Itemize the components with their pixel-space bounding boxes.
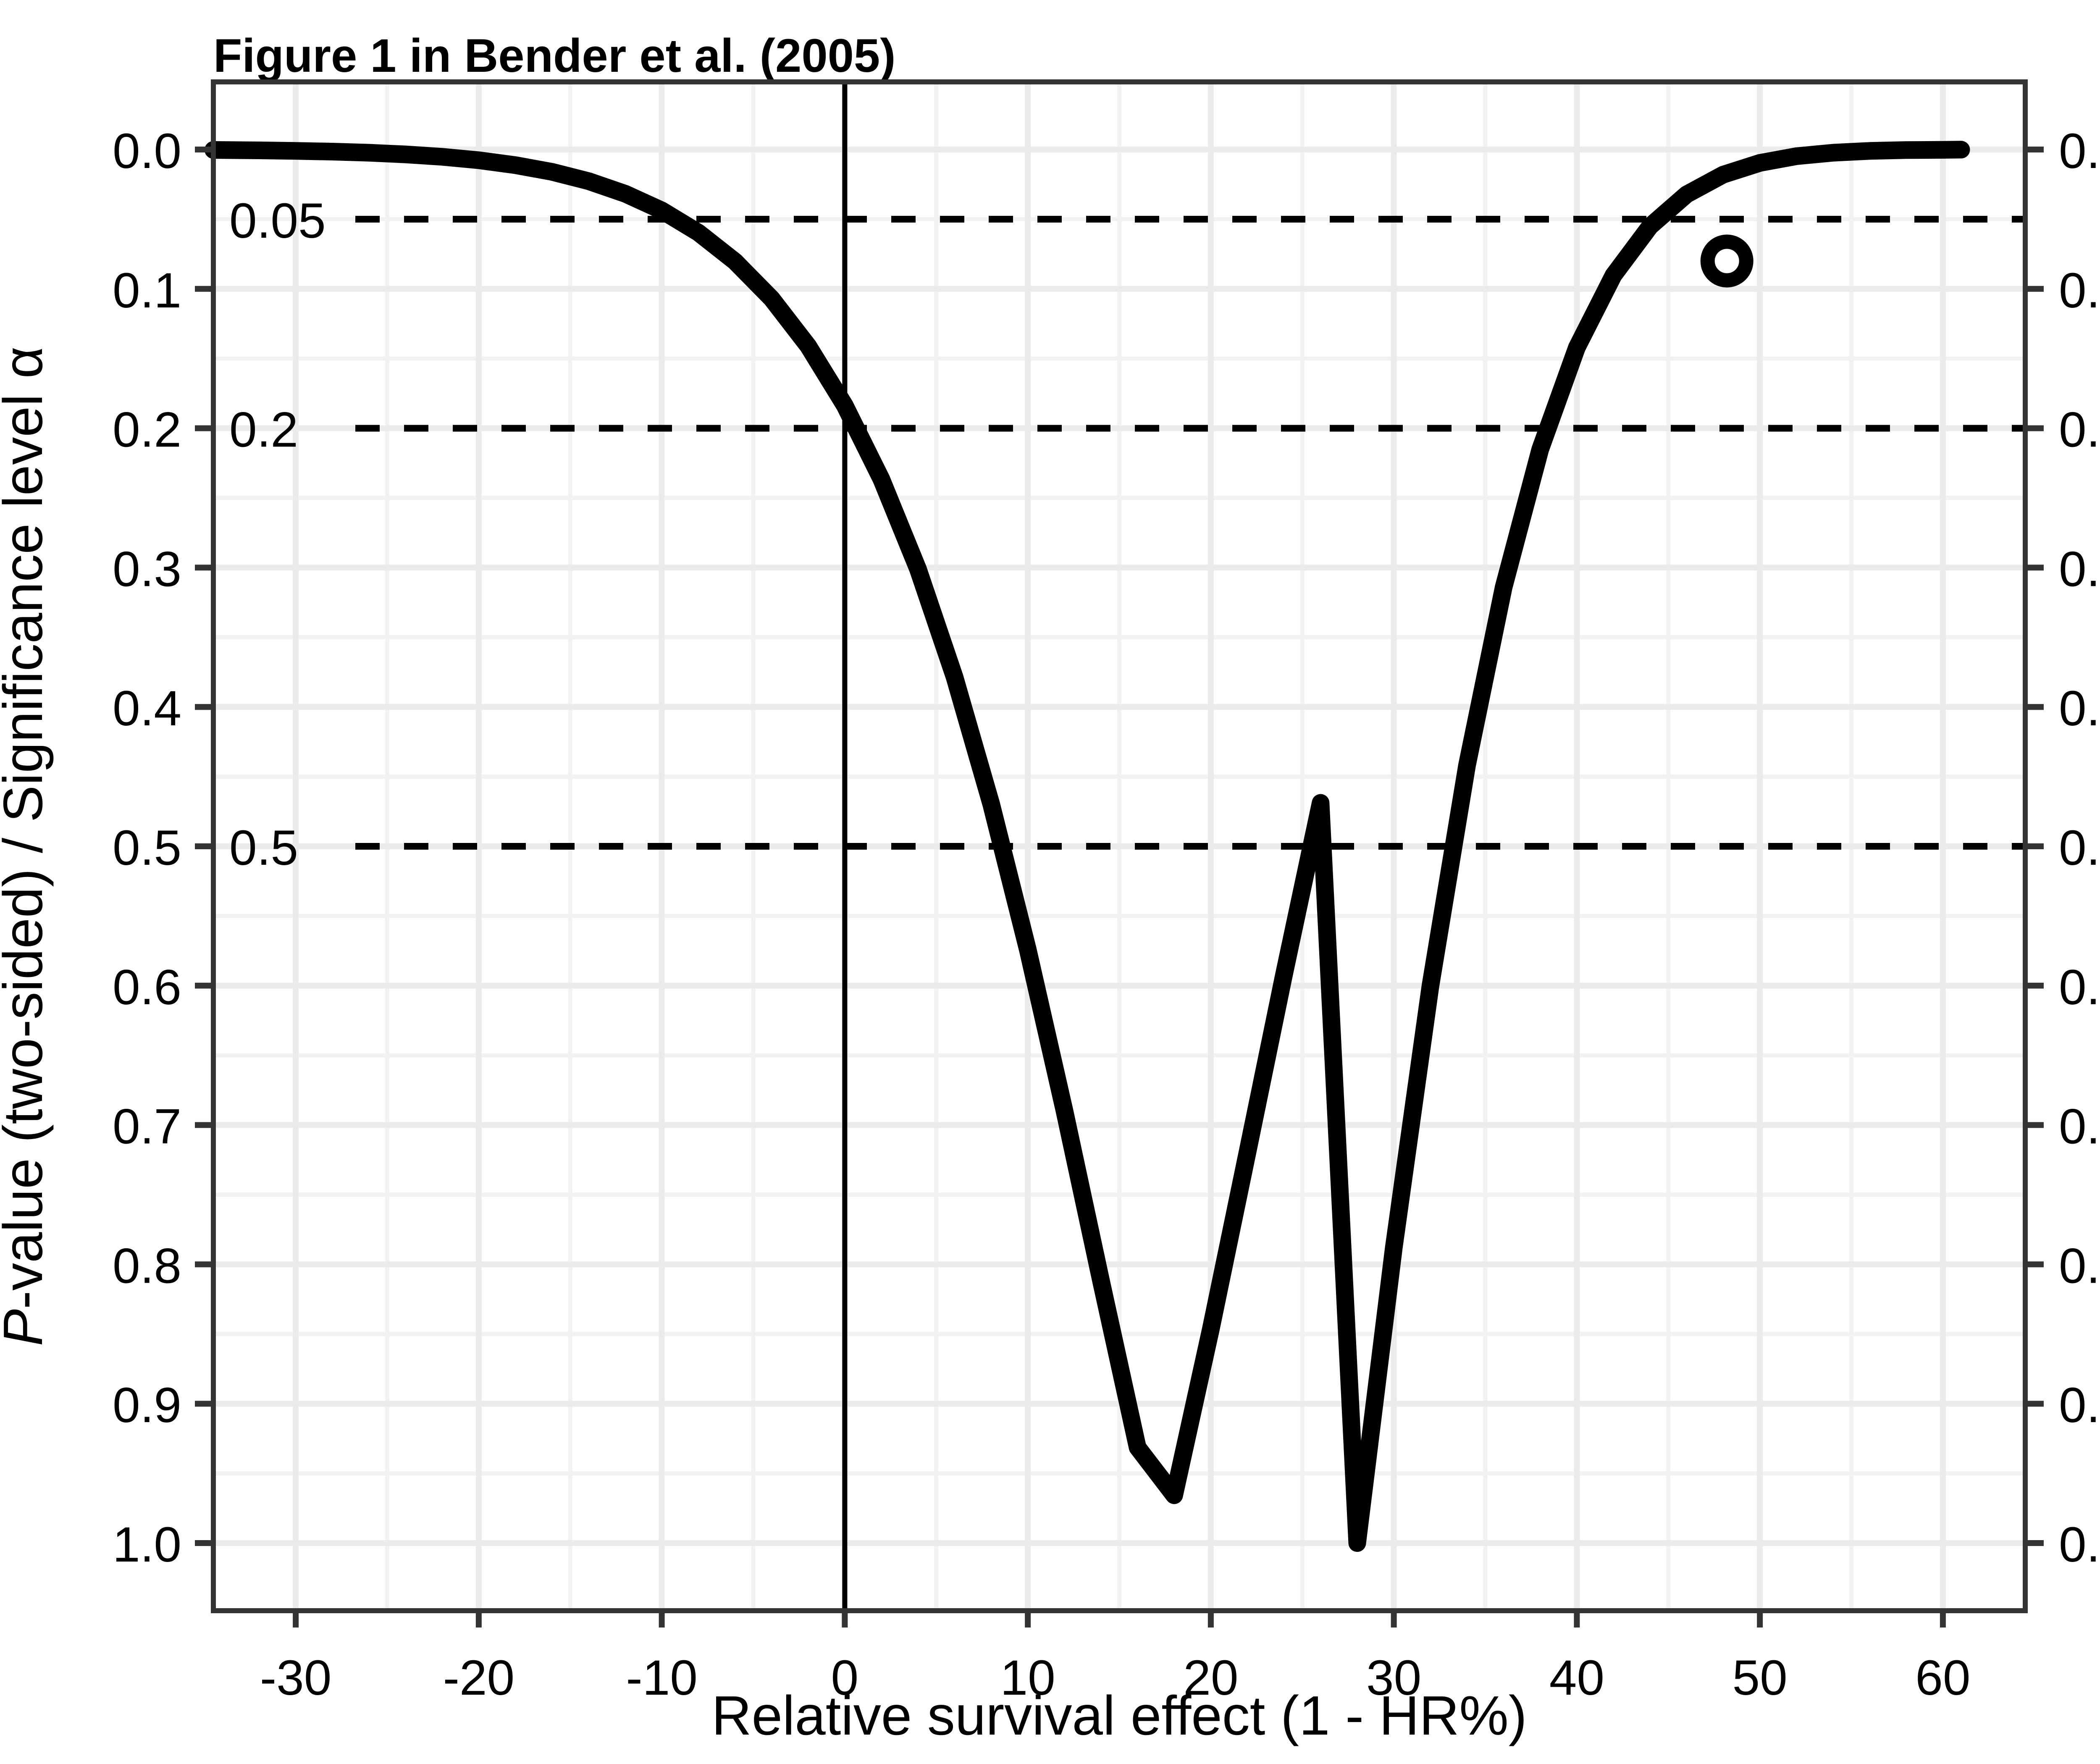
y-left-tick-label: 0.5 — [113, 820, 181, 876]
y-right-tick-label: 0.15 — [2059, 541, 2100, 597]
x-tick-label: -20 — [443, 1650, 515, 1706]
y-left-tick-label: 1.0 — [113, 1517, 181, 1572]
y-right-tick-label: 0.25 — [2059, 820, 2100, 876]
x-tick-label: 60 — [1915, 1650, 1970, 1706]
y-right-tick-label: 0.05 — [2059, 263, 2100, 318]
y-axis-left-ticks — [195, 147, 213, 1546]
y-right-tick-label: 0.50 — [2059, 1517, 2100, 1572]
y-left-tick-label: 0.6 — [113, 960, 181, 1015]
alpha-label-0.5: 0.5 — [229, 820, 298, 876]
x-tick-label: -10 — [626, 1650, 698, 1706]
y-right-tick-label: 0.45 — [2059, 1378, 2100, 1433]
x-tick-label: 40 — [1549, 1650, 1604, 1706]
alpha-label-0.2: 0.2 — [229, 402, 298, 458]
y-right-tick-label: 0.10 — [2059, 402, 2100, 458]
y-left-tick-label: 0.0 — [113, 123, 181, 179]
x-axis-ticks — [293, 1611, 1946, 1628]
y-axis-left-tick-labels: 0.0 0.1 0.2 0.3 0.4 0.5 0.6 0.7 0.8 0.9 1.0 — [113, 123, 181, 1572]
x-axis-title: Relative survival effect (1 - HR%) — [711, 1685, 1527, 1746]
chart-title: Figure 1 in Bender et al. (2005) — [213, 29, 896, 82]
estimate-marker[interactable] — [1700, 234, 1754, 288]
y-right-tick-label: 0.30 — [2059, 960, 2100, 1015]
y-left-tick-label: 0.9 — [113, 1378, 181, 1433]
y-left-tick-label: 0.7 — [113, 1099, 181, 1155]
y-left-tick-label: 0.1 — [113, 263, 181, 318]
x-tick-label: 50 — [1732, 1650, 1788, 1706]
y-axis-right-ticks — [2025, 147, 2044, 1546]
x-axis-tick-labels: -30 -20 -10 0 10 20 30 40 50 60 — [260, 1650, 1971, 1706]
y-left-tick-label: 0.3 — [113, 541, 181, 597]
x-tick-label: 0 — [831, 1650, 859, 1706]
plot-panel: 0.05 0.2 0.5 — [205, 79, 2028, 1613]
alpha-label-0.05: 0.05 — [229, 193, 326, 249]
x-tick-label: -30 — [260, 1650, 332, 1706]
y-right-tick-label: 0.20 — [2059, 681, 2100, 736]
x-tick-label: 30 — [1366, 1650, 1421, 1706]
y-left-tick-label: 0.8 — [113, 1238, 181, 1294]
alpha-reference-labels: 0.05 0.2 0.5 — [229, 193, 326, 876]
y-right-tick-label: 0.40 — [2059, 1238, 2100, 1294]
y-left-tick-label: 0.2 — [113, 402, 181, 458]
y-axis-left-title: P-value (two-sided) / Significance level… — [0, 346, 54, 1346]
y-axis-right-tick-labels: 0.00 0.05 0.10 0.15 0.20 0.25 0.30 0.35 0.40 0.45… — [2059, 123, 2100, 1572]
x-tick-label: 20 — [1183, 1650, 1238, 1706]
y-right-tick-label: 0.00 — [2059, 123, 2100, 179]
x-tick-label: 10 — [1000, 1650, 1055, 1706]
p-value-curve — [205, 141, 1970, 1552]
y-right-tick-label: 0.35 — [2059, 1099, 2100, 1155]
y-left-tick-label: 0.4 — [113, 681, 181, 736]
alpha-reference-lines — [355, 215, 2025, 850]
